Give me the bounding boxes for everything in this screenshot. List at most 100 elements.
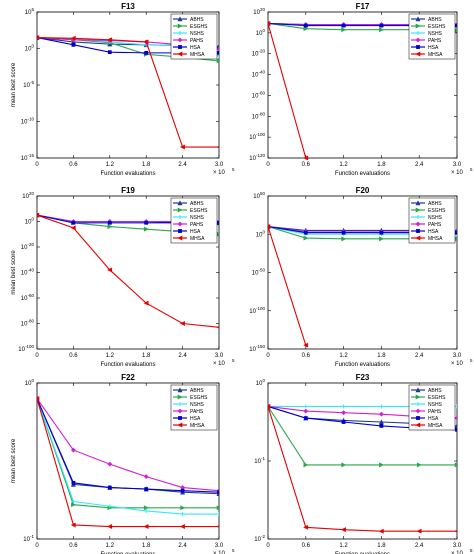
- y-tick-label: 10-150: [249, 344, 265, 353]
- data-point-esghs: [143, 226, 149, 232]
- legend-marker: [177, 221, 183, 227]
- x-tick-label: 0.6: [302, 543, 311, 549]
- legend-label: HSA: [428, 45, 439, 51]
- data-point-hsa: [107, 50, 112, 55]
- legend-label: NSHS: [428, 402, 443, 408]
- legend-label: PAHS: [428, 409, 442, 415]
- legend-label: NSHS: [190, 402, 205, 408]
- legend-marker: [177, 23, 183, 29]
- y-tick-label: 10-80: [21, 319, 35, 328]
- data-point-mhsa: [70, 35, 76, 41]
- y-tick-label: 10-40: [252, 70, 266, 79]
- data-point-esghs: [341, 236, 347, 242]
- legend-box: [408, 197, 456, 244]
- data-point-mhsa: [216, 525, 219, 528]
- data-point-mhsa: [268, 20, 271, 26]
- y-tick-label: 10-10: [21, 117, 35, 126]
- legend-marker: [178, 31, 182, 35]
- data-point-nshs: [180, 512, 185, 517]
- data-point-nshs: [455, 404, 457, 409]
- chart-panel-f23: F23 0 0.6 1.2 1.8 2.4 3.0 Function evaluations ×…: [254, 373, 473, 554]
- y-tick-label: 10-20: [252, 49, 266, 58]
- data-point-nshs: [71, 499, 76, 504]
- data-point-hsa: [180, 488, 185, 493]
- x-tick-label: 3.0: [215, 543, 224, 549]
- x-multiplier-exponent: 5: [232, 358, 235, 363]
- data-point-esghs: [454, 462, 457, 468]
- legend-label: NSHS: [428, 31, 443, 37]
- chart-title: F13: [121, 2, 135, 11]
- chart-title: F22: [121, 373, 135, 382]
- legend-box: [170, 197, 218, 244]
- legend-label: MHSA: [190, 423, 205, 429]
- x-tick-label: 2.4: [415, 353, 424, 359]
- data-point-esghs: [71, 502, 77, 508]
- legend-marker: [415, 408, 421, 414]
- data-point-mhsa: [303, 524, 309, 530]
- legend-marker: [415, 387, 421, 393]
- data-point-mhsa: [107, 267, 113, 273]
- data-point-mhsa: [70, 225, 76, 231]
- data-point-esghs: [303, 26, 309, 32]
- x-tick-label: 1.8: [377, 543, 386, 549]
- legend-label: MHSA: [428, 423, 443, 429]
- legend-marker: [177, 51, 183, 57]
- y-tick-label: 100: [256, 28, 266, 37]
- data-point-mhsa: [303, 342, 309, 348]
- legend-label: PAHS: [190, 222, 204, 228]
- legend-marker: [177, 235, 183, 241]
- data-point-esghs: [341, 27, 347, 33]
- data-point-mhsa: [268, 403, 271, 409]
- chart-panel-f22: F22 0 0.6 1.2 1.8 2.4 3.0 Function evaluations ×…: [11, 373, 235, 554]
- y-tick-label: 1020: [253, 7, 265, 16]
- data-point-nshs: [144, 508, 149, 513]
- data-point-mhsa: [216, 325, 219, 329]
- x-multiplier-exponent: 5: [470, 548, 473, 553]
- legend-marker: [415, 422, 421, 428]
- x-multiplier: × 10: [213, 361, 226, 367]
- data-point-mhsa: [216, 145, 219, 149]
- x-axis-label: Function evaluations: [335, 171, 390, 177]
- y-tick-label: 10-120: [249, 153, 265, 162]
- x-multiplier: × 10: [451, 551, 464, 554]
- x-tick-label: 3.0: [453, 162, 462, 168]
- y-tick-label: 10-100: [249, 132, 265, 141]
- data-point-nshs: [341, 404, 346, 409]
- x-tick-label: 1.2: [339, 162, 348, 168]
- legend-label: NSHS: [190, 215, 205, 221]
- x-multiplier-exponent: 5: [470, 358, 473, 363]
- x-axis-label: Function evaluations: [100, 171, 155, 177]
- data-point-esghs: [379, 27, 385, 33]
- x-tick-label: 1.8: [377, 162, 386, 168]
- x-tick-label: 2.4: [178, 543, 187, 549]
- data-point-nshs: [107, 504, 112, 509]
- data-point-mhsa: [303, 155, 309, 160]
- y-axis-label: mean best score: [11, 250, 17, 295]
- legend-label: PAHS: [190, 38, 204, 44]
- legend-marker: [415, 221, 421, 227]
- x-axis-label: Function evaluations: [335, 552, 390, 554]
- legend-label: MHSA: [190, 52, 205, 58]
- data-point-mhsa: [70, 522, 76, 528]
- series-line-esghs: [37, 398, 219, 509]
- data-point-mhsa: [179, 524, 185, 530]
- series-line-mhsa: [37, 214, 219, 328]
- y-tick-label: 10-60: [21, 293, 35, 302]
- legend-marker: [416, 402, 420, 406]
- data-point-hsa: [144, 220, 149, 225]
- legend-marker: [177, 408, 183, 414]
- x-tick-label: 0.6: [69, 162, 78, 168]
- series-line-mhsa: [268, 23, 307, 159]
- data-point-hsa: [303, 230, 308, 235]
- y-tick-label: 10-60: [252, 90, 266, 99]
- legend-label: HSA: [428, 229, 439, 235]
- y-tick-label: 10-15: [21, 153, 35, 162]
- x-multiplier-exponent: 5: [232, 548, 235, 553]
- y-axis-label: mean best score: [11, 62, 17, 107]
- legend-label: HSA: [428, 416, 439, 422]
- series-group: [268, 403, 457, 534]
- legend-label: MHSA: [428, 236, 443, 242]
